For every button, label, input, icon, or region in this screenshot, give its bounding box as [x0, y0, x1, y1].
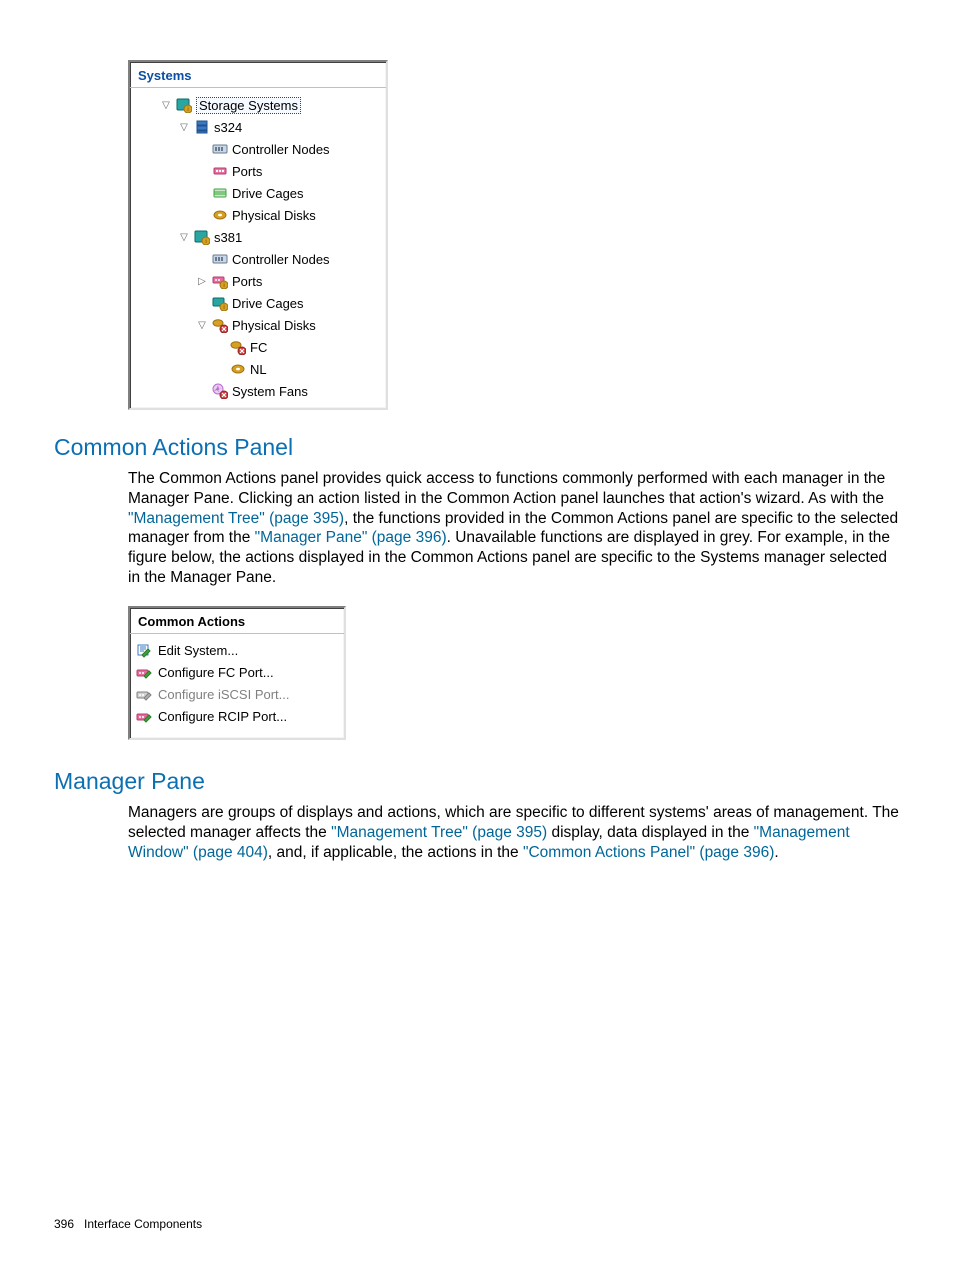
- expander-spacer: [196, 253, 208, 265]
- action-item[interactable]: Configure FC Port...: [136, 662, 344, 684]
- expander-spacer: [196, 209, 208, 221]
- chevron-down-icon[interactable]: ▽: [178, 231, 190, 243]
- chevron-down-icon[interactable]: ▽: [178, 121, 190, 133]
- tree-item[interactable]: i Drive Cages: [138, 292, 386, 314]
- paragraph-common-actions: The Common Actions panel provides quick …: [128, 469, 900, 588]
- tree-item-label: Physical Disks: [232, 208, 316, 223]
- expander-spacer: [196, 385, 208, 397]
- edit-icon: [136, 643, 152, 659]
- svg-text:i: i: [223, 283, 224, 289]
- tree-item-label: NL: [250, 362, 267, 377]
- common-actions-title: Common Actions: [130, 612, 344, 634]
- expander-spacer: [196, 187, 208, 199]
- expander-spacer: [196, 143, 208, 155]
- page-number: 396: [54, 1217, 74, 1231]
- nl-icon: [230, 361, 246, 377]
- controller-icon: [212, 251, 228, 267]
- tree-item-label: Ports: [232, 274, 262, 289]
- tree-item[interactable]: System Fans: [138, 380, 386, 402]
- link-management-tree[interactable]: "Management Tree" (page 395): [128, 510, 344, 527]
- heading-manager-pane: Manager Pane: [54, 768, 900, 795]
- svg-text:i: i: [205, 239, 206, 245]
- svg-text:i: i: [223, 305, 224, 311]
- tree-item-label: Controller Nodes: [232, 142, 330, 157]
- tree-item[interactable]: ▽ i s381: [138, 226, 386, 248]
- link-management-tree-2[interactable]: "Management Tree" (page 395): [331, 824, 547, 841]
- svg-text:i: i: [187, 107, 188, 113]
- page-footer: 396 Interface Components: [54, 1217, 202, 1231]
- disks-alert-icon: [212, 317, 228, 333]
- chevron-right-icon[interactable]: ▷: [196, 275, 208, 287]
- tree-item-label: s381: [214, 230, 242, 245]
- paragraph-manager-pane: Managers are groups of displays and acti…: [128, 803, 900, 862]
- text: The Common Actions panel provides quick …: [128, 470, 885, 507]
- text: display, data displayed in the: [547, 824, 754, 841]
- system-alert-icon: i: [194, 229, 210, 245]
- action-item-label: Configure FC Port...: [158, 665, 274, 680]
- tree-item[interactable]: Ports: [138, 160, 386, 182]
- expander-spacer: [196, 297, 208, 309]
- controller-icon: [212, 141, 228, 157]
- tree-item[interactable]: ▽ Physical Disks: [138, 314, 386, 336]
- text: , and, if applicable, the actions in the: [268, 844, 523, 861]
- action-item[interactable]: Configure RCIP Port...: [136, 706, 344, 728]
- chevron-down-icon[interactable]: ▽: [160, 99, 172, 111]
- tree-item-label: Drive Cages: [232, 296, 304, 311]
- footer-section: Interface Components: [84, 1217, 202, 1231]
- tree-item-label: Ports: [232, 164, 262, 179]
- expander-spacer: [196, 165, 208, 177]
- tree-item[interactable]: Drive Cages: [138, 182, 386, 204]
- port-icon: [136, 665, 152, 681]
- system-icon: [194, 119, 210, 135]
- common-actions-panel: Common Actions Edit System... Configure F…: [128, 606, 346, 740]
- tree-item[interactable]: ▷ i Ports: [138, 270, 386, 292]
- disks-icon: [212, 207, 228, 223]
- systems-tree-panel: Systems ▽ i Storage Systems ▽ s324 Controller…: [128, 60, 388, 410]
- port-icon: [136, 709, 152, 725]
- ports-icon: [212, 163, 228, 179]
- tree-item-label: System Fans: [232, 384, 308, 399]
- chevron-down-icon[interactable]: ▽: [196, 319, 208, 331]
- tree-item-label: Drive Cages: [232, 186, 304, 201]
- tree-item[interactable]: ▽ i Storage Systems: [138, 94, 386, 116]
- tree-item[interactable]: Controller Nodes: [138, 248, 386, 270]
- link-common-actions-panel[interactable]: "Common Actions Panel" (page 396): [523, 844, 774, 861]
- cages-alert-icon: i: [212, 295, 228, 311]
- tree-item[interactable]: NL: [138, 358, 386, 380]
- cages-icon: [212, 185, 228, 201]
- tree-item-label: FC: [250, 340, 267, 355]
- tree-item[interactable]: Controller Nodes: [138, 138, 386, 160]
- expander-spacer: [214, 363, 226, 375]
- port-grey-icon: [136, 687, 152, 703]
- expander-spacer: [214, 341, 226, 353]
- systems-tree: ▽ i Storage Systems ▽ s324 Controller Nodes Po…: [130, 88, 386, 402]
- heading-common-actions: Common Actions Panel: [54, 434, 900, 461]
- tree-item-label: Physical Disks: [232, 318, 316, 333]
- storage-systems-icon: i: [176, 97, 192, 113]
- fc-alert-icon: [230, 339, 246, 355]
- action-item: Configure iSCSI Port...: [136, 684, 344, 706]
- tree-item[interactable]: Physical Disks: [138, 204, 386, 226]
- action-item-label: Configure iSCSI Port...: [158, 687, 290, 702]
- action-item[interactable]: Edit System...: [136, 640, 344, 662]
- text: .: [774, 844, 778, 861]
- common-actions-list: Edit System... Configure FC Port... Config…: [130, 634, 344, 728]
- tree-item-label: s324: [214, 120, 242, 135]
- tree-item-label: Controller Nodes: [232, 252, 330, 267]
- tree-item-label: Storage Systems: [196, 97, 301, 114]
- action-item-label: Configure RCIP Port...: [158, 709, 287, 724]
- fans-alert-icon: [212, 383, 228, 399]
- action-item-label: Edit System...: [158, 643, 238, 658]
- tree-item[interactable]: FC: [138, 336, 386, 358]
- ports-alert-icon: i: [212, 273, 228, 289]
- systems-panel-title: Systems: [130, 66, 386, 88]
- tree-item[interactable]: ▽ s324: [138, 116, 386, 138]
- link-manager-pane[interactable]: "Manager Pane" (page 396): [255, 529, 447, 546]
